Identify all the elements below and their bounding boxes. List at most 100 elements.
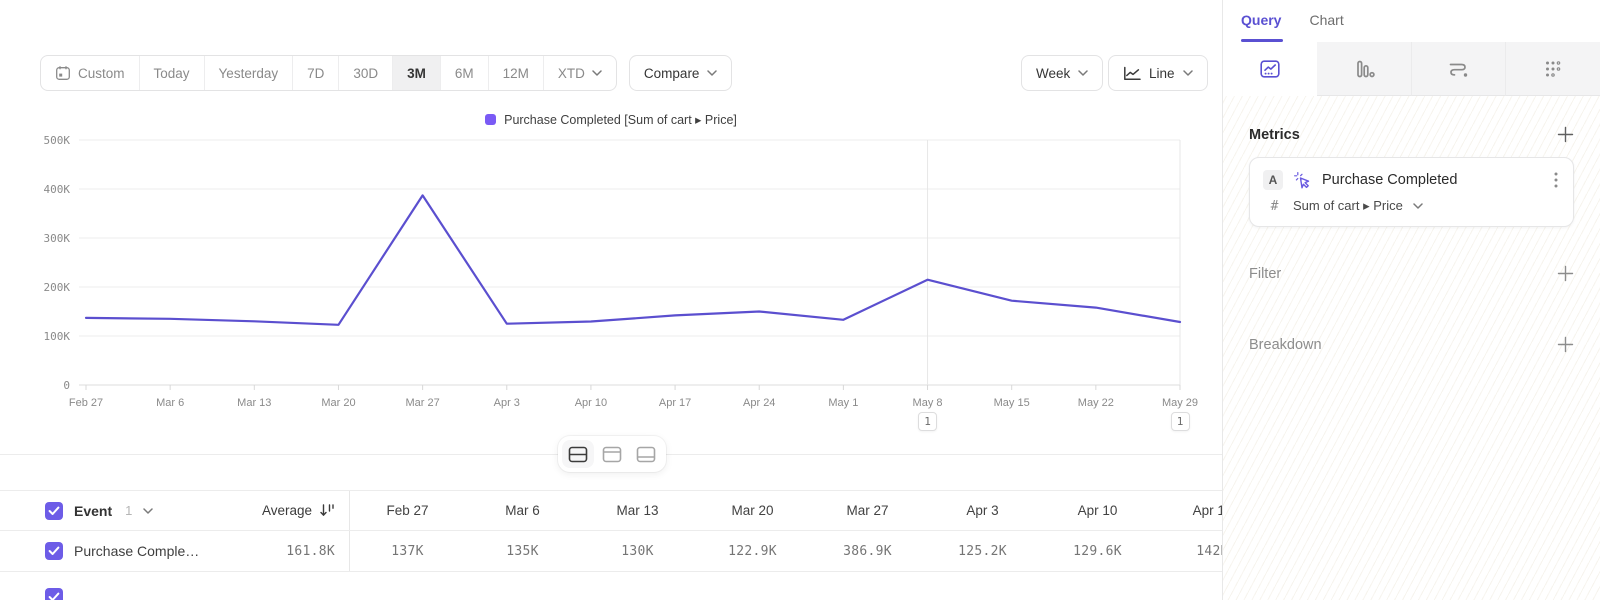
svg-text:Apr 24: Apr 24 [743, 397, 775, 409]
svg-text:May 22: May 22 [1078, 397, 1114, 409]
range-yesterday[interactable]: Yesterday [203, 56, 293, 90]
report-tab-flows[interactable] [1410, 42, 1506, 96]
average-header-cell[interactable]: Average [200, 491, 350, 530]
date-column-header[interactable]: Mar 20 [731, 503, 774, 518]
compare-button[interactable]: Compare [628, 55, 733, 91]
row-checkbox[interactable] [45, 501, 63, 520]
metric-event-name[interactable]: Purchase Completed [1322, 172, 1458, 188]
add-filter-button[interactable] [1557, 265, 1574, 282]
svg-text:Apr 17: Apr 17 [659, 397, 691, 409]
granularity-label: Week [1036, 65, 1071, 81]
line-chart[interactable]: 0 100K 200K 300K 400K 500K Feb 27 Mar 6 Mar 13 Ma… [0, 130, 1222, 442]
granularity-dropdown[interactable]: Week [1021, 55, 1104, 91]
range-3m[interactable]: 3M [392, 56, 440, 90]
legend-label: Purchase Completed [Sum of cart ▸ Price] [504, 113, 737, 127]
svg-text:May 29: May 29 [1162, 397, 1198, 409]
svg-text:May 15: May 15 [994, 397, 1030, 409]
value-cell[interactable]: 137K [391, 543, 424, 559]
table-row: Purchase Completed [Sum of cart ▸ Price]… [0, 531, 1222, 572]
chevron-down-icon [592, 70, 602, 76]
filter-section-header: Filter [1249, 265, 1574, 282]
table-only-view-button[interactable] [630, 440, 662, 468]
date-column-header[interactable]: Apr 17 [1192, 503, 1222, 518]
svg-text:Feb 27: Feb 27 [69, 397, 103, 409]
chart-only-view-button[interactable] [596, 440, 628, 468]
breakdown-title: Breakdown [1249, 336, 1322, 353]
svg-text:400K: 400K [44, 183, 71, 196]
svg-text:Apr 10: Apr 10 [575, 397, 607, 409]
event-count: 1 [125, 503, 133, 518]
date-column-header[interactable]: Feb 27 [386, 503, 429, 518]
range-6m[interactable]: 6M [439, 56, 488, 90]
range-today[interactable]: Today [138, 56, 204, 90]
compare-label: Compare [643, 65, 700, 81]
report-tab-insights[interactable] [1223, 42, 1317, 96]
svg-text:Mar 13: Mar 13 [237, 397, 271, 409]
svg-text:500K: 500K [44, 134, 71, 147]
sort-icon[interactable] [319, 503, 335, 518]
tab-query[interactable]: Query [1241, 12, 1284, 42]
range-label: 30D [353, 65, 379, 81]
svg-text:Mar 27: Mar 27 [405, 397, 439, 409]
svg-text:300K: 300K [44, 232, 71, 245]
layout-toggle-group [558, 436, 666, 472]
report-tab-funnels[interactable] [1316, 42, 1411, 96]
add-metric-button[interactable] [1557, 126, 1574, 143]
average-value-cell: 161.8K [200, 531, 350, 571]
split-view-button[interactable] [562, 440, 594, 468]
date-column-header[interactable]: Apr 3 [966, 503, 999, 518]
metrics-section-header: Metrics [1249, 126, 1574, 143]
value-cell[interactable]: 129.6K [1073, 543, 1122, 559]
flows-icon [1446, 58, 1470, 80]
sidebar-tabs: Query Chart [1223, 0, 1600, 42]
chart-type-dropdown[interactable]: Line [1108, 55, 1208, 91]
row-checkbox[interactable] [45, 588, 63, 600]
date-column-header[interactable]: Mar 13 [616, 503, 659, 518]
metric-aggregation-row[interactable]: # Sum of cart ▸ Price [1263, 198, 1560, 214]
range-label: 6M [454, 65, 474, 81]
range-label: 12M [502, 65, 529, 81]
metric-card[interactable]: A Purchase Completed # Sum of cart ▸ Pri… [1249, 157, 1574, 227]
report-tab-retention[interactable] [1505, 42, 1600, 96]
svg-text:Mar 6: Mar 6 [156, 397, 184, 409]
range-label: Today [153, 65, 190, 81]
range-12m[interactable]: 12M [487, 56, 543, 90]
date-column-header[interactable]: Mar 6 [505, 503, 540, 518]
date-column-header[interactable]: Mar 27 [846, 503, 889, 518]
annotation-badge[interactable]: 1 [918, 412, 938, 431]
tab-chart[interactable]: Chart [1309, 12, 1344, 28]
insights-icon [1259, 58, 1281, 80]
value-cell[interactable]: 135K [506, 543, 539, 559]
range-label: 3M [407, 65, 426, 81]
legend-swatch [485, 114, 497, 125]
svg-text:Apr 3: Apr 3 [494, 397, 520, 409]
annotation-badge[interactable]: 1 [1170, 412, 1190, 431]
value-cell[interactable]: 125.2K [958, 543, 1007, 559]
range-xtd[interactable]: XTD [542, 56, 616, 90]
results-table: Event 1 Average Feb 27 Mar 6 Mar 13 Mar 20 Mar … [0, 490, 1222, 572]
value-cell[interactable]: 130K [621, 543, 654, 559]
svg-text:100K: 100K [44, 330, 71, 343]
calendar-icon [55, 65, 71, 81]
event-click-icon [1293, 171, 1312, 190]
range-custom[interactable]: Custom [41, 56, 139, 90]
row-checkbox[interactable] [45, 542, 63, 560]
svg-text:200K: 200K [44, 281, 71, 294]
range-7d[interactable]: 7D [292, 56, 338, 90]
range-30d[interactable]: 30D [338, 56, 392, 90]
date-column-header[interactable]: Apr 10 [1077, 503, 1118, 518]
chart-canvas: 0 100K 200K 300K 400K 500K Feb 27 Mar 6 Mar 13 Ma… [44, 134, 1199, 409]
event-header-cell[interactable]: Event 1 [0, 501, 200, 520]
kebab-menu-icon[interactable] [1552, 170, 1560, 190]
value-cell[interactable]: 142K [1196, 543, 1222, 559]
value-cell[interactable]: 122.9K [728, 543, 777, 559]
range-label: Yesterday [218, 65, 279, 81]
value-cell[interactable]: 386.9K [843, 543, 892, 559]
average-label: Average [261, 503, 312, 518]
funnels-icon [1352, 58, 1376, 80]
svg-text:May 1: May 1 [828, 397, 858, 409]
series-name-cell[interactable]: Purchase Completed [Sum of cart ▸ Price] [0, 542, 200, 560]
aggregation-type: # [1270, 198, 1279, 214]
add-breakdown-button[interactable] [1557, 336, 1574, 353]
